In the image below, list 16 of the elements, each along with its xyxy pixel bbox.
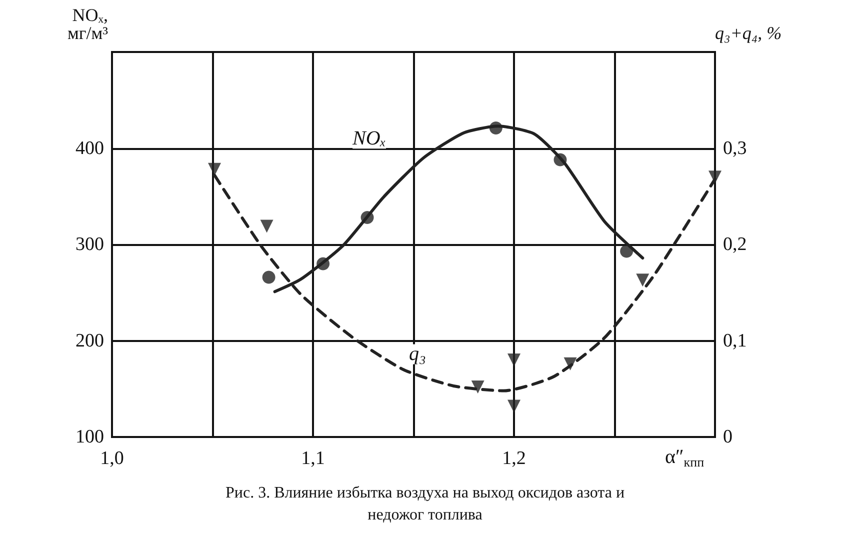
y-tick-label: 200 [76, 330, 104, 352]
x-tick-label: 1,0 [100, 448, 124, 469]
y-tick-label: 300 [76, 234, 104, 255]
y-tick-label: 100 [76, 426, 104, 448]
y2-tick-label: 0,2 [723, 234, 747, 255]
y2-tick-label: 0,1 [723, 330, 747, 352]
y2-axis-title: q₃+q₄, % [715, 23, 782, 43]
x-tick-label: 1,2 [502, 448, 526, 469]
y-tick-label: 400 [76, 138, 104, 159]
y2-tick-label: 0,3 [723, 138, 747, 159]
annotation: NOₓ [352, 128, 386, 150]
y-axis-title: NOₓ, мг/м³ [67, 5, 109, 43]
y2-tick-label: 0 [723, 426, 732, 448]
x-tick-label: 1,1 [301, 448, 325, 469]
annotation: q₃ [409, 343, 426, 366]
text: Рис. 3. Влияние избытка воздуха на выход оксидов азота и недожог топлива [225, 484, 625, 524]
